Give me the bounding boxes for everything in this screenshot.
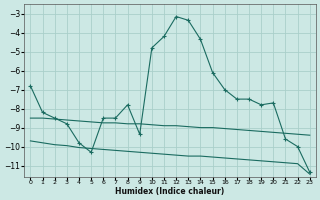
X-axis label: Humidex (Indice chaleur): Humidex (Indice chaleur) (116, 187, 225, 196)
